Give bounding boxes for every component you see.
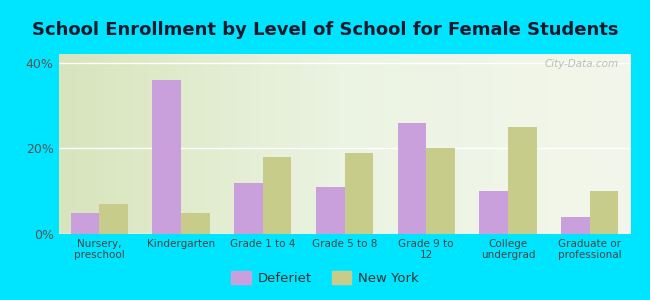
- Bar: [316, 187, 344, 234]
- Bar: [181, 213, 210, 234]
- Bar: [234, 183, 263, 234]
- Bar: [508, 127, 536, 234]
- Legend: Deferiet, New York: Deferiet, New York: [226, 266, 424, 290]
- Bar: [561, 217, 590, 234]
- Bar: [71, 213, 99, 234]
- Text: City-Data.com: City-Data.com: [545, 59, 619, 69]
- Bar: [398, 123, 426, 234]
- Bar: [344, 153, 373, 234]
- Bar: [153, 80, 181, 234]
- Text: School Enrollment by Level of School for Female Students: School Enrollment by Level of School for…: [32, 21, 618, 39]
- Bar: [426, 148, 455, 234]
- Bar: [479, 191, 508, 234]
- Bar: [590, 191, 618, 234]
- Bar: [99, 204, 128, 234]
- Bar: [263, 157, 291, 234]
